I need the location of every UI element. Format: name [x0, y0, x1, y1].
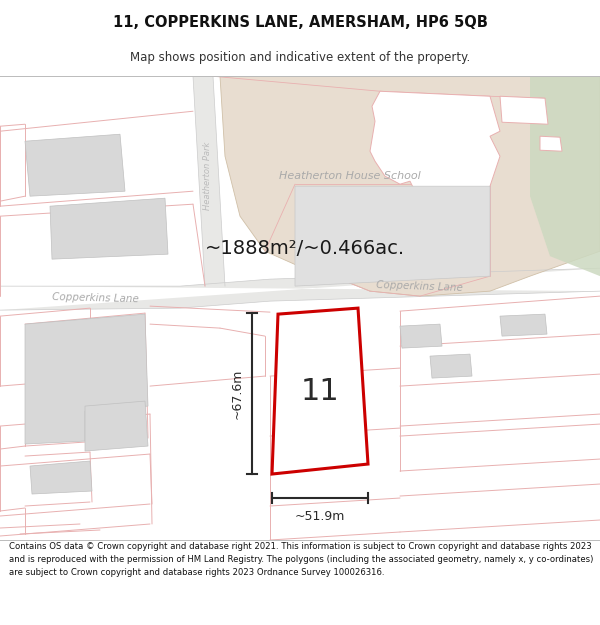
Text: Map shows position and indicative extent of the property.: Map shows position and indicative extent… — [130, 51, 470, 64]
Polygon shape — [400, 324, 442, 348]
Polygon shape — [500, 314, 547, 336]
Text: ~51.9m: ~51.9m — [295, 509, 345, 522]
Polygon shape — [30, 461, 92, 494]
Polygon shape — [500, 96, 548, 124]
Polygon shape — [25, 134, 125, 196]
Polygon shape — [530, 76, 600, 276]
Polygon shape — [50, 198, 168, 259]
Polygon shape — [85, 401, 148, 451]
Polygon shape — [193, 76, 225, 286]
Text: Heatherton Park: Heatherton Park — [203, 142, 212, 211]
Text: 11: 11 — [301, 377, 340, 406]
Text: Copperkins Lane: Copperkins Lane — [52, 292, 139, 304]
Polygon shape — [540, 136, 562, 151]
Text: Contains OS data © Crown copyright and database right 2021. This information is : Contains OS data © Crown copyright and d… — [9, 542, 593, 577]
Polygon shape — [25, 314, 148, 444]
Polygon shape — [430, 354, 472, 378]
Polygon shape — [272, 308, 368, 474]
Polygon shape — [295, 186, 490, 286]
Text: 11, COPPERKINS LANE, AMERSHAM, HP6 5QB: 11, COPPERKINS LANE, AMERSHAM, HP6 5QB — [113, 16, 487, 31]
Text: Heatherton House School: Heatherton House School — [279, 171, 421, 181]
Polygon shape — [213, 76, 600, 296]
Polygon shape — [370, 91, 500, 206]
Text: ~1888m²/~0.466ac.: ~1888m²/~0.466ac. — [205, 239, 405, 258]
Text: Copperkins Lane: Copperkins Lane — [376, 279, 464, 292]
Text: ~67.6m: ~67.6m — [230, 368, 244, 419]
Polygon shape — [0, 268, 600, 310]
